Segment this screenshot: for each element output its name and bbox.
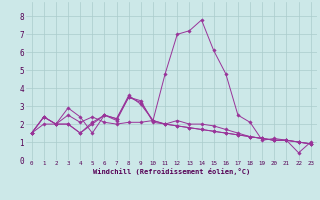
X-axis label: Windchill (Refroidissement éolien,°C): Windchill (Refroidissement éolien,°C)	[92, 168, 250, 175]
